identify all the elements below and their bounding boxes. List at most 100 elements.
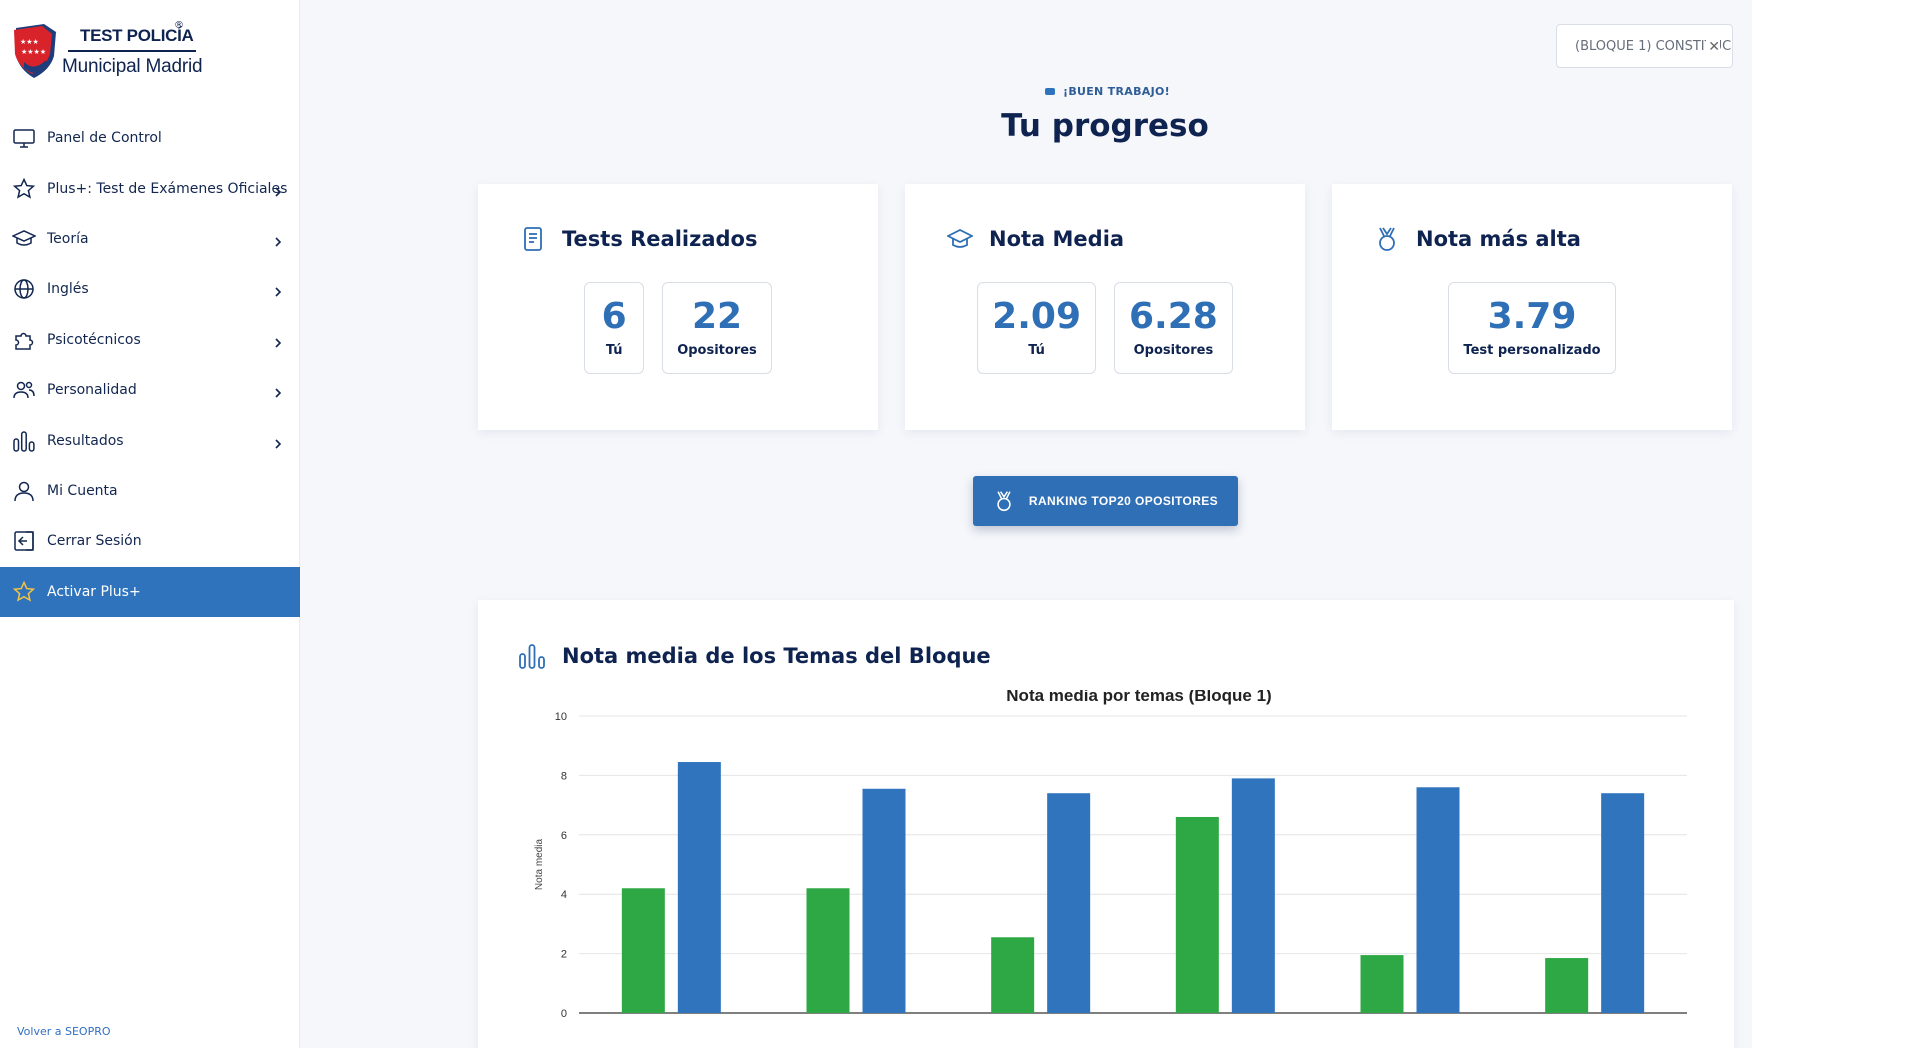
tests-you-stat: 6 Tú	[584, 282, 645, 374]
bar-series1-cat0	[677, 762, 721, 1013]
stat-value: 2.09	[992, 296, 1081, 337]
tests-card: Tests Realizados 6 Tú 22 Opositores	[478, 184, 878, 430]
sidebar-item-label: Mi Cuenta	[47, 482, 118, 499]
y-tick-label: 6	[561, 830, 567, 842]
stat-label: Test personalizado	[1463, 343, 1601, 358]
logout-icon	[12, 529, 36, 553]
document-icon	[524, 227, 542, 251]
chevron-right-icon	[272, 334, 284, 348]
brand-divider	[68, 50, 196, 52]
bar-chart-icon	[519, 644, 545, 669]
star-icon	[12, 580, 36, 604]
bar-series1-cat4	[1416, 787, 1460, 1013]
registered-mark: ®	[174, 20, 184, 31]
bar-series1-cat3	[1231, 778, 1275, 1013]
sidebar-item-mi-cuenta[interactable]: Mi Cuenta	[0, 466, 300, 516]
svg-text:★★★★: ★★★★	[21, 48, 46, 56]
kicker: ¡BUEN TRABAJO!	[1045, 85, 1170, 98]
kicker-dot-icon	[1045, 88, 1055, 95]
bar-series0-cat4	[1360, 955, 1404, 1013]
stat-value: 3.79	[1487, 296, 1577, 337]
back-to-seopro-link[interactable]: Volver a SEOPRO	[17, 1025, 111, 1038]
chart-card: Nota media de los Temas del Bloque Nota …	[478, 600, 1734, 1048]
highest-card-title: Nota más alta	[1416, 227, 1581, 251]
sidebar-item-plus-test-de-exámenes-oficiales[interactable]: Plus+: Test de Exámenes Oficiales	[0, 163, 300, 213]
sidebar-item-label: Resultados	[47, 432, 124, 449]
bar-series1-cat2	[1047, 793, 1091, 1013]
bar-series0-cat2	[991, 937, 1035, 1013]
chart-title: Nota media por temas (Bloque 1)	[1006, 690, 1271, 705]
bar-chart: Nota media por temas (Bloque 1) Nota medi…	[534, 690, 1687, 1020]
sidebar-nav: Panel de Control Plus+: Test de Exámenes …	[0, 113, 300, 617]
block-select[interactable]: (BLOQUE 1) CONSTITUCIÓN ✕	[1556, 24, 1733, 68]
average-others-stat: 6.28 Opositores	[1114, 282, 1233, 374]
svg-text:★★★: ★★★	[20, 38, 39, 46]
medal-icon	[997, 491, 1011, 512]
highest-stat: 3.79 Test personalizado	[1448, 282, 1616, 374]
sidebar-item-label: Activar Plus+	[47, 583, 141, 600]
chart-section-title: Nota media de los Temas del Bloque	[562, 644, 991, 668]
sidebar-item-cerrar-sesión[interactable]: Cerrar Sesión	[0, 516, 300, 566]
bar-chart-icon	[12, 429, 36, 453]
clear-select-icon[interactable]: ✕	[1706, 39, 1720, 55]
chevron-right-icon	[272, 435, 284, 449]
medal-icon	[1379, 227, 1395, 251]
bar-series0-cat5	[1545, 958, 1589, 1013]
globe-icon	[12, 277, 36, 301]
sidebar-item-personalidad[interactable]: Personalidad	[0, 365, 300, 415]
monitor-icon	[12, 126, 36, 150]
chevron-right-icon	[272, 283, 284, 297]
tests-others-stat: 22 Opositores	[662, 282, 772, 374]
sidebar-item-psicotécnicos[interactable]: Psicotécnicos	[0, 315, 300, 365]
brand-line2: Municipal Madrid	[62, 56, 203, 77]
stat-value: 6	[601, 296, 627, 337]
sidebar-item-label: Panel de Control	[47, 130, 162, 147]
right-margin	[1752, 0, 1908, 1048]
bar-series1-cat1	[862, 788, 906, 1013]
sidebar-item-panel-de-control[interactable]: Panel de Control	[0, 113, 300, 163]
sidebar-item-inglés[interactable]: Inglés	[0, 264, 300, 314]
average-you-stat: 2.09 Tú	[977, 282, 1096, 374]
shield-logo-icon: ★★★ ★★★★	[14, 24, 56, 78]
puzzle-icon	[12, 328, 36, 352]
y-tick-label: 8	[561, 770, 567, 782]
sidebar-item-label: Teoría	[47, 230, 89, 247]
block-select-value: (BLOQUE 1) CONSTITUCIÓN	[1575, 38, 1732, 54]
sidebar-item-teoría[interactable]: Teoría	[0, 214, 300, 264]
graduation-cap-icon	[947, 228, 973, 248]
bar-series0-cat0	[621, 888, 665, 1013]
sidebar-item-activar-plus[interactable]: Activar Plus+	[0, 566, 300, 617]
brand-logo[interactable]: ★★★ ★★★★ TEST POLICÍA ® Municipal Madrid	[12, 20, 212, 82]
sidebar-item-label: Plus+: Test de Exámenes Oficiales	[47, 180, 288, 197]
tests-card-title: Tests Realizados	[562, 227, 758, 251]
sidebar-item-label: Cerrar Sesión	[47, 533, 142, 550]
y-tick-label: 4	[561, 889, 567, 901]
ranking-button-label: RANKING TOP20 OPOSITORES	[1028, 494, 1219, 508]
sidebar-item-label: Inglés	[47, 281, 89, 298]
bar-series0-cat3	[1175, 816, 1219, 1013]
chevron-right-icon	[272, 384, 284, 398]
chevron-right-icon	[272, 183, 284, 197]
chevron-right-icon	[272, 233, 284, 247]
users-icon	[12, 378, 36, 402]
y-tick-label: 10	[555, 711, 567, 723]
bar-series1-cat5	[1601, 793, 1645, 1013]
graduation-cap-icon	[12, 227, 36, 251]
highest-card: Nota más alta 3.79 Test personalizado	[1332, 184, 1732, 430]
stat-label: Opositores	[1133, 343, 1214, 358]
sidebar-item-label: Personalidad	[47, 382, 137, 399]
stat-value: 22	[691, 296, 743, 337]
sidebar: ★★★ ★★★★ TEST POLICÍA ® Municipal Madrid…	[0, 0, 300, 1048]
stat-label: Opositores	[677, 343, 757, 358]
stat-value: 6.28	[1129, 296, 1218, 337]
bar-series0-cat1	[806, 888, 850, 1013]
average-card-title: Nota Media	[989, 227, 1125, 251]
sidebar-item-resultados[interactable]: Resultados	[0, 415, 300, 465]
sidebar-item-label: Psicotécnicos	[47, 331, 141, 348]
kicker-text: ¡BUEN TRABAJO!	[1063, 85, 1170, 98]
brand-line1: TEST POLICÍA	[80, 26, 194, 45]
ranking-top20-button[interactable]: RANKING TOP20 OPOSITORES	[973, 476, 1238, 526]
star-icon	[12, 177, 36, 201]
user-icon	[12, 479, 36, 503]
y-axis-label: Nota media	[534, 838, 545, 890]
